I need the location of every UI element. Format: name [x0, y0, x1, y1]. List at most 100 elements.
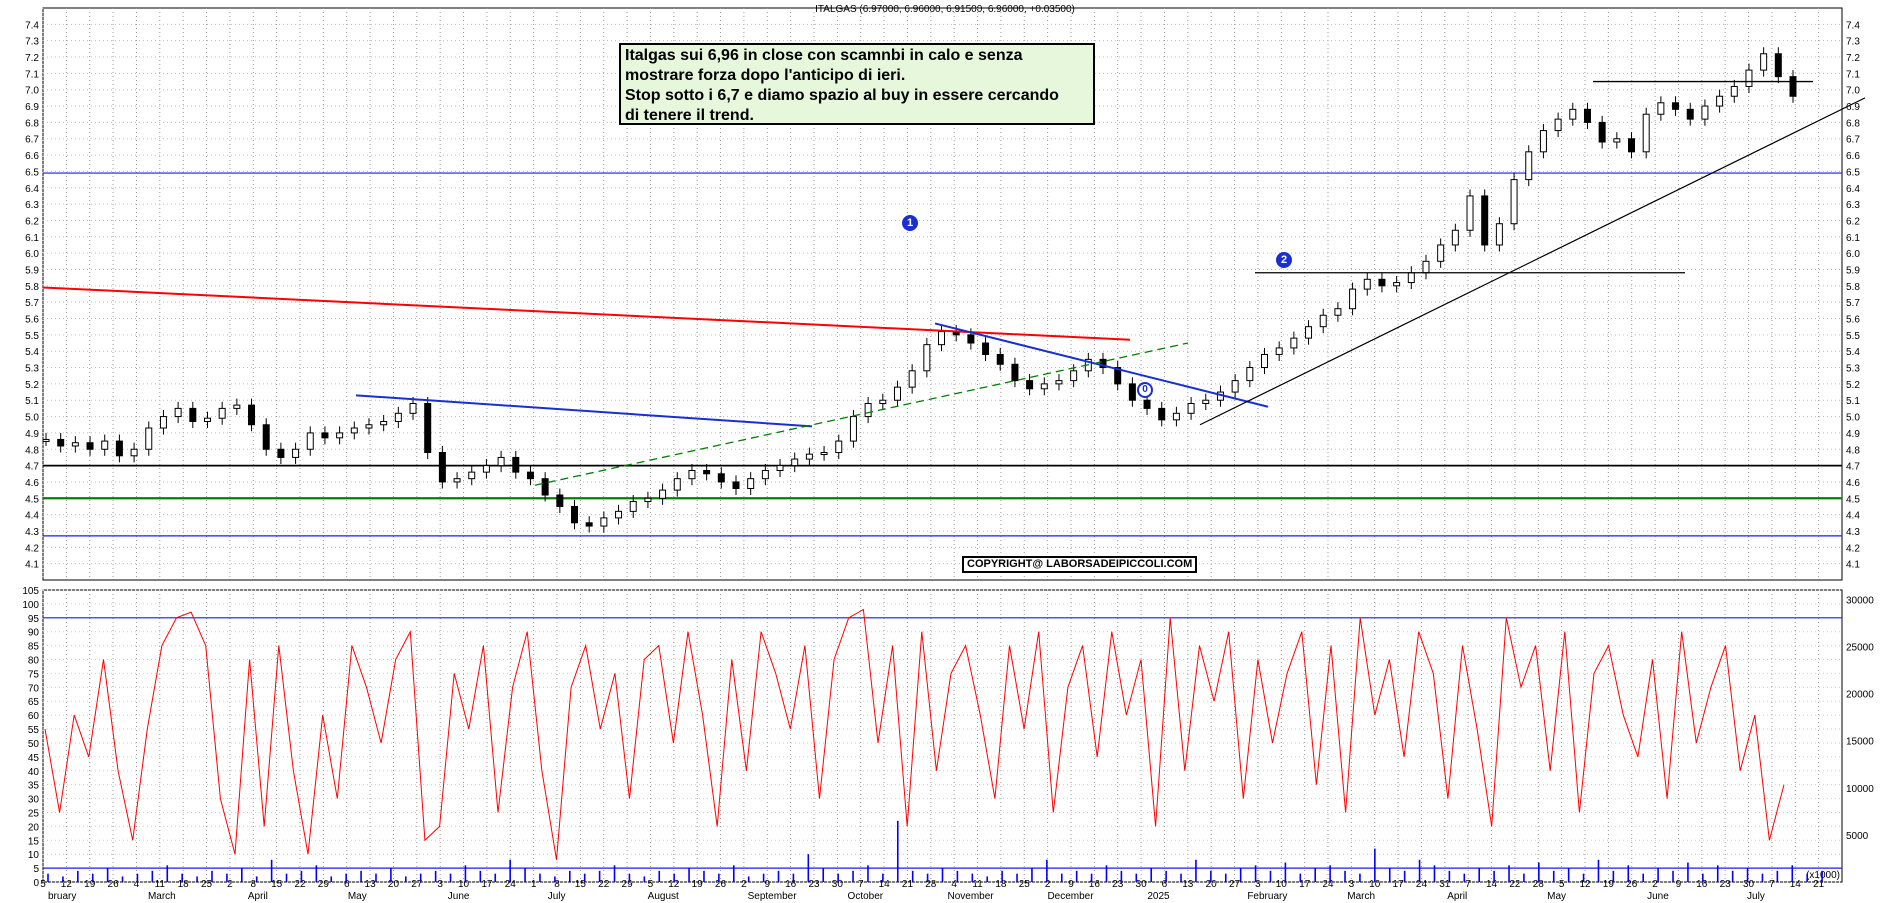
- x-day-tick: 14: [1790, 879, 1802, 890]
- candle-body: [1319, 314, 1327, 328]
- y-tick-right: 4.8: [1846, 445, 1860, 456]
- y-tick-right: 6.6: [1846, 151, 1860, 162]
- x-month-tick: July: [548, 891, 566, 902]
- x-day-tick: 19: [84, 879, 96, 890]
- y-tick-right: 7.0: [1846, 86, 1860, 97]
- x-day-tick: 6: [344, 879, 350, 890]
- candle-body: [1026, 380, 1034, 390]
- candle-body: [1290, 337, 1298, 349]
- candle-body: [1672, 102, 1680, 110]
- x-day-tick: 10: [1369, 879, 1381, 890]
- volume-unit-label: (x1000): [1806, 870, 1840, 881]
- candle-body: [1260, 353, 1268, 369]
- candle-body: [86, 442, 94, 450]
- x-day-tick: 22: [294, 879, 306, 890]
- y-tick-right: 4.1: [1846, 560, 1860, 571]
- osc-y-tick-left: 40: [28, 767, 40, 778]
- candle-body: [482, 465, 490, 473]
- candle-body: [1628, 138, 1636, 153]
- y-tick-right: 6.9: [1846, 102, 1860, 113]
- x-day-tick: 14: [879, 879, 891, 890]
- y-tick-left: 5.1: [25, 396, 39, 407]
- y-tick-left: 6.9: [25, 102, 39, 113]
- osc-y-tick-left: 70: [28, 683, 40, 694]
- y-tick-left: 6.8: [25, 118, 39, 129]
- x-day-tick: 21: [1813, 879, 1825, 890]
- x-day-tick: 2: [1652, 879, 1658, 890]
- y-tick-left: 5.2: [25, 380, 39, 391]
- x-day-tick: 8: [554, 879, 560, 890]
- candle-body: [1730, 85, 1738, 97]
- candle-body: [541, 478, 549, 496]
- candle-body: [938, 331, 946, 346]
- candle-body: [203, 417, 211, 422]
- wave-label-0: 0: [1137, 382, 1153, 398]
- osc-y-tick-left: 5: [33, 864, 39, 875]
- y-tick-right: 5.1: [1846, 396, 1860, 407]
- candle-body: [982, 342, 990, 355]
- x-day-tick: 29: [318, 879, 330, 890]
- volume-y-tick-right: 30000: [1846, 595, 1874, 606]
- x-day-tick: 24: [1416, 879, 1428, 890]
- candle-body: [1598, 121, 1606, 143]
- osc-y-tick-left: 95: [28, 614, 40, 625]
- x-month-tick: May: [1547, 891, 1566, 902]
- oscillator-panel-frame: [42, 589, 1843, 883]
- osc-y-tick-left: 30: [28, 795, 40, 806]
- y-tick-right: 4.4: [1846, 511, 1860, 522]
- x-month-tick: June: [448, 891, 470, 902]
- y-tick-right: 5.9: [1846, 265, 1860, 276]
- x-month-tick: February: [1247, 891, 1287, 902]
- x-day-tick: 8: [250, 879, 256, 890]
- y-tick-left: 4.1: [25, 560, 39, 571]
- candle-body: [1305, 326, 1313, 339]
- candle-body: [526, 471, 534, 480]
- candle-body: [908, 370, 916, 388]
- x-day-tick: 30: [1136, 879, 1148, 890]
- candle-body: [1246, 367, 1254, 382]
- candle-body: [1393, 282, 1401, 287]
- x-day-tick: 28: [1533, 879, 1545, 890]
- candle-body: [1525, 151, 1533, 181]
- analysis-note: Italgas sui 6,96 in close con scamnbi in…: [619, 43, 1095, 125]
- candle-body: [1422, 260, 1430, 274]
- x-day-tick: 19: [1603, 879, 1615, 890]
- y-tick-left: 4.8: [25, 445, 39, 456]
- y-tick-right: 5.6: [1846, 315, 1860, 326]
- y-tick-right: 4.6: [1846, 478, 1860, 489]
- x-month-tick: April: [248, 891, 268, 902]
- x-day-tick: 26: [715, 879, 727, 890]
- y-tick-left: 6.6: [25, 151, 39, 162]
- x-day-tick: 22: [598, 879, 610, 890]
- candle-body: [130, 448, 138, 457]
- y-tick-left: 6.2: [25, 216, 39, 227]
- y-tick-right: 7.2: [1846, 53, 1860, 64]
- chart-header: ITALGAS (6.97000, 6.96000, 6.91500, 6.96…: [815, 4, 1075, 15]
- candle-body: [835, 440, 843, 454]
- y-tick-right: 4.9: [1846, 429, 1860, 440]
- x-month-tick: bruary: [48, 891, 76, 902]
- x-day-tick: 12: [668, 879, 680, 890]
- x-day-tick: 28: [925, 879, 937, 890]
- x-month-tick: April: [1447, 891, 1467, 902]
- osc-y-tick-left: 100: [22, 600, 39, 611]
- x-day-tick: 14: [1486, 879, 1498, 890]
- osc-y-tick-left: 20: [28, 822, 40, 833]
- x-day-tick: 30: [1743, 879, 1755, 890]
- candle-body: [1437, 244, 1445, 262]
- x-day-tick: 3: [437, 879, 443, 890]
- candle-body: [849, 416, 857, 442]
- x-day-tick: 17: [481, 879, 493, 890]
- x-day-tick: 17: [1393, 879, 1405, 890]
- candle-body: [262, 424, 270, 450]
- candle-body: [761, 470, 769, 480]
- candle-body: [805, 453, 813, 460]
- candle-body: [248, 404, 256, 426]
- candle-body: [717, 473, 725, 483]
- x-day-tick: 20: [388, 879, 400, 890]
- y-tick-right: 4.3: [1846, 527, 1860, 538]
- x-day-tick: 5: [648, 879, 654, 890]
- y-tick-right: 5.2: [1846, 380, 1860, 391]
- y-tick-right: 5.7: [1846, 298, 1860, 309]
- x-day-tick: 1: [531, 879, 537, 890]
